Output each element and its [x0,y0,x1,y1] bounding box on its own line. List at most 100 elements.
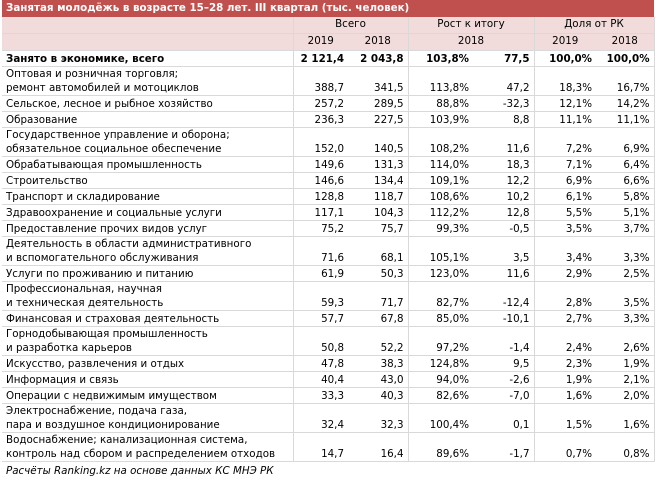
cell: 2,6% [596,326,655,356]
cell: 94,0% [408,371,473,388]
cell: 3,5 [473,236,535,266]
table-row: Здравоохранение и социальные услуги 117,1… [2,204,655,221]
cell: 3,4% [534,236,596,266]
cell: 2,8% [534,281,596,311]
cell: 75,7 [348,220,409,237]
year-header: 2019 [293,33,348,51]
cell: 103,8% [408,50,473,67]
table-row: Занято в экономике, всего 2 121,4 2 043,8 1… [2,50,655,67]
cell: 77,5 [473,50,535,67]
cell: 40,3 [348,387,409,404]
group-header: Всего [293,17,409,34]
cell: 11,1% [596,111,655,128]
cell: 1,9% [596,355,655,372]
cell: -1,4 [473,326,535,356]
cell: 12,1% [534,95,596,112]
year-header: 2018 [596,33,655,51]
table-row: Горнодобывающая промышленность и разрабо… [2,326,655,356]
cell: 47,8 [293,355,348,372]
cell: 112,2% [408,204,473,221]
row-label: Занято в экономике, всего [2,50,294,67]
table-body: Занято в экономике, всего 2 121,4 2 043,8 1… [2,50,655,462]
cell: 82,6% [408,387,473,404]
cell: 6,9% [596,127,655,157]
cell: 11,6 [473,127,535,157]
table-row: Обрабатывающая промышленность 149,6 131,3 1… [2,156,655,173]
cell: 100,0% [596,50,655,67]
row-label: Транспорт и складирование [2,188,294,205]
cell: 2,9% [534,265,596,282]
cell: -0,5 [473,220,535,237]
row-label: Операции с недвижимым имуществом [2,387,294,404]
cell: 18,3% [534,66,596,96]
table-row: Профессиональная, научная и техническая … [2,281,655,311]
row-label: Строительство [2,172,294,189]
cell: 128,8 [293,188,348,205]
year-header: 2018 [408,33,535,51]
header-cell [2,33,294,51]
cell: 140,5 [348,127,409,157]
cell: 152,0 [293,127,348,157]
row-label: Электроснабжение, подача газа, пара и во… [2,403,294,433]
cell: 114,0% [408,156,473,173]
cell: 105,1% [408,236,473,266]
cell: -10,1 [473,310,535,327]
cell: 2 121,4 [293,50,348,67]
cell: 6,1% [534,188,596,205]
cell: 1,6% [596,403,655,433]
cell: 7,2% [534,127,596,157]
cell: 2,3% [534,355,596,372]
cell: 16,4 [348,432,409,462]
cell: 149,6 [293,156,348,173]
data-table: Всего Рост к итогу Доля от РК 2019 2018 2018 2… [2,17,655,462]
cell: 104,3 [348,204,409,221]
row-label: Услуги по проживанию и питанию [2,265,294,282]
cell: 10,2 [473,188,535,205]
group-header: Рост к итогу [408,17,535,34]
year-header: 2018 [348,33,409,51]
cell: 108,2% [408,127,473,157]
cell: 68,1 [348,236,409,266]
cell: 61,9 [293,265,348,282]
cell: 3,5% [534,220,596,237]
row-label: Предоставление прочих видов услуг [2,220,294,237]
cell: 257,2 [293,95,348,112]
row-label: Горнодобывающая промышленность и разрабо… [2,326,294,356]
cell: 85,0% [408,310,473,327]
cell: 100,4% [408,403,473,433]
cell: 9,5 [473,355,535,372]
cell: 8,8 [473,111,535,128]
row-label: Государственное управление и оборона; об… [2,127,294,157]
cell: 1,5% [534,403,596,433]
cell: 117,1 [293,204,348,221]
cell: 52,2 [348,326,409,356]
header-cell [2,17,294,34]
table-row: Деятельность в области административного… [2,236,655,266]
row-label: Водоснабжение; канализационная система, … [2,432,294,462]
cell: 89,6% [408,432,473,462]
cell: 0,8% [596,432,655,462]
table-row: Информация и связь 40,4 43,0 94,0% -2,6 1,9% 2… [2,371,655,388]
cell: 57,7 [293,310,348,327]
table-title: Занятая молодёжь в возрасте 15–28 лет. I… [2,0,654,17]
cell: 6,4% [596,156,655,173]
cell: 123,0% [408,265,473,282]
cell: 2,0% [596,387,655,404]
row-label: Профессиональная, научная и техническая … [2,281,294,311]
cell: 11,1% [534,111,596,128]
cell: 124,8% [408,355,473,372]
cell: 109,1% [408,172,473,189]
cell: 131,3 [348,156,409,173]
row-label: Оптовая и розничная торговля; ремонт авт… [2,66,294,96]
cell: 32,3 [348,403,409,433]
cell: 47,2 [473,66,535,96]
table-row: Государственное управление и оборона; об… [2,127,655,157]
cell: 43,0 [348,371,409,388]
cell: 5,1% [596,204,655,221]
cell: 12,8 [473,204,535,221]
table-row: Операции с недвижимым имуществом 33,3 40,3… [2,387,655,404]
cell: 32,4 [293,403,348,433]
cell: 2,1% [596,371,655,388]
cell: 6,9% [534,172,596,189]
table-panel: Занятая молодёжь в возрасте 15–28 лет. I… [2,0,655,480]
